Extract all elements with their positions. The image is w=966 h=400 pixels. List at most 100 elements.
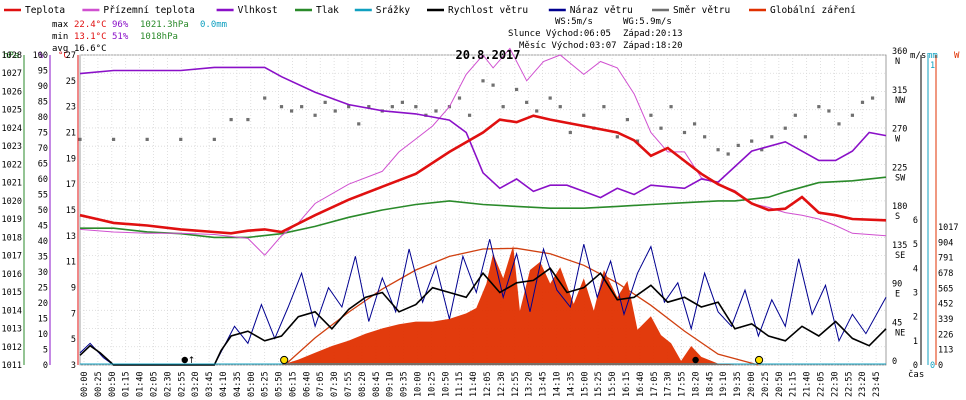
- wind-direction-dot: [793, 113, 797, 117]
- wind-direction-dot: [263, 96, 267, 100]
- x-tick-label: 02:05: [149, 371, 159, 397]
- wind-direction-dot: [78, 137, 82, 141]
- wind-direction-dot: [669, 105, 673, 109]
- press-tick-label: 1019: [2, 215, 22, 225]
- wind-direction-dot: [246, 117, 250, 122]
- legend-label: Rychlost větru: [448, 5, 528, 16]
- x-tick-label: 18:45: [705, 371, 715, 397]
- temperature-line: [79, 114, 887, 235]
- x-tick-label: 14:35: [566, 371, 576, 397]
- hum-axis-unit: %: [38, 51, 44, 61]
- sunset-marker: [754, 355, 764, 365]
- x-tick-label: 00:00: [80, 371, 90, 397]
- x-tick-label: 05:00: [247, 371, 257, 397]
- moonrise-marker: [181, 356, 188, 364]
- rad-tick-label: 1017: [938, 223, 958, 233]
- x-tick-label: 04:35: [233, 371, 243, 397]
- dir-cardinal-label: E: [895, 290, 900, 300]
- x-tick-label: 14:10: [552, 371, 562, 397]
- wind-gust-line: [79, 239, 887, 366]
- x-tick-label: 04:10: [219, 371, 229, 397]
- x-tick-label: 16:15: [622, 371, 632, 397]
- rad-tick-label: 113: [938, 346, 953, 356]
- rad-tick-label: 565: [938, 284, 953, 294]
- chart-title: 20.8.2017: [455, 48, 520, 62]
- wind-direction-dot: [602, 105, 606, 109]
- hum-tick-label: 25: [38, 284, 48, 294]
- dir-cardinal-label: NW: [895, 96, 906, 106]
- legend-label: Globální záření: [770, 5, 856, 16]
- x-tick-label: 02:30: [163, 371, 173, 397]
- wind-direction-dot: [760, 148, 764, 152]
- stat-value: 96%: [112, 20, 129, 30]
- stat-value: 13.1°C: [74, 32, 107, 42]
- x-tick-label: 17:30: [664, 371, 674, 397]
- x-tick-label: 15:50: [608, 371, 618, 397]
- temp-tick-label: 19: [66, 154, 76, 164]
- x-tick-label: 21:15: [789, 371, 799, 397]
- wind-direction-dot: [323, 100, 327, 104]
- hum-tick-label: 0: [43, 361, 48, 371]
- moonset-marker: [692, 356, 699, 364]
- x-tick-label: 23:45: [872, 371, 882, 397]
- stat-value: min: [52, 32, 68, 42]
- dir-tick-label: 360: [892, 47, 907, 57]
- temp-tick-label: 11: [66, 258, 76, 268]
- rad-tick-label: 452: [938, 300, 953, 310]
- hum-tick-label: 20: [38, 299, 48, 309]
- wind-direction-dot: [501, 105, 505, 109]
- wind-direction-dot: [300, 105, 304, 109]
- x-tick-label: 08:45: [372, 371, 382, 397]
- wind-direction-dot: [111, 137, 116, 141]
- temp-tick-label: 23: [66, 103, 76, 113]
- press-tick-label: 1026: [2, 87, 22, 97]
- wind-direction-dot: [481, 79, 485, 83]
- wind-direction-dot: [682, 130, 687, 135]
- wind-direction-dot: [514, 87, 519, 92]
- x-tick-label: 07:05: [316, 371, 326, 397]
- dir-tick-label: 0: [892, 357, 897, 367]
- stat-value: 22.4°C: [74, 20, 107, 30]
- x-tick-label: 16:40: [636, 371, 646, 397]
- temp-axis-unit: °C: [58, 51, 69, 61]
- hum-tick-label: 75: [38, 129, 48, 139]
- press-tick-label: 1017: [2, 252, 22, 262]
- hum-tick-label: 5: [43, 346, 48, 356]
- dir-tick-label: 180: [892, 202, 907, 212]
- press-tick-label: 1020: [2, 197, 22, 207]
- wind-direction-dot: [179, 137, 183, 141]
- wind-axis-unit: m/s: [910, 51, 926, 61]
- wind-direction-dot: [615, 135, 619, 139]
- wind-tick-label: 1: [913, 337, 918, 347]
- wind-direction-dot: [457, 96, 462, 100]
- x-tick-label: 19:35: [733, 371, 743, 397]
- wind-direction-dot: [525, 100, 529, 104]
- press-tick-label: 1025: [2, 106, 22, 116]
- dir-cardinal-label: N: [895, 57, 900, 67]
- rad-axis-unit: W: [954, 51, 960, 61]
- wind-direction-dot: [635, 139, 640, 143]
- rain-tick-label: 0: [930, 361, 935, 371]
- press-tick-label: 1021: [2, 179, 22, 189]
- info-text: Slunce Východ:06:05: [508, 29, 611, 39]
- hum-tick-label: 30: [38, 268, 48, 278]
- info-text: Měsíc Východ:03:07: [519, 41, 617, 51]
- stat-value: 1018hPa: [140, 32, 178, 42]
- wind-direction-dot: [770, 135, 774, 139]
- hum-tick-label: 10: [38, 330, 48, 340]
- wind-direction-dot: [491, 83, 495, 87]
- wind-direction-dot: [582, 113, 586, 117]
- x-axis-unit: čas: [908, 369, 924, 380]
- x-tick-label: 09:10: [386, 371, 396, 397]
- stat-value: avg: [52, 44, 68, 54]
- x-tick-label: 05:25: [261, 371, 271, 397]
- x-tick-label: 01:40: [136, 371, 146, 397]
- x-tick-label: 09:35: [400, 371, 410, 397]
- wind-direction-dot: [390, 105, 394, 109]
- radiation-area: [281, 245, 759, 365]
- rad-tick-label: 791: [938, 254, 953, 264]
- wind-direction-dot: [279, 105, 284, 109]
- radiation-expected-line: [284, 247, 759, 366]
- hum-tick-label: 95: [38, 67, 48, 77]
